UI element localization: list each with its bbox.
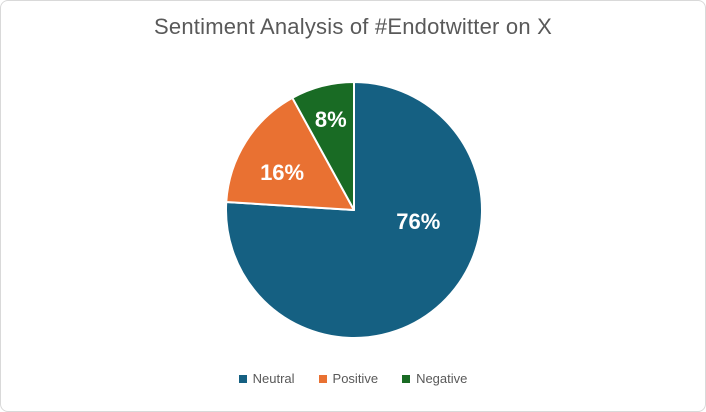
- legend-item-negative[interactable]: Negative: [402, 371, 467, 386]
- legend-label: Neutral: [252, 371, 295, 386]
- legend-swatch-positive: [318, 374, 327, 383]
- legend-item-neutral[interactable]: Neutral: [238, 371, 295, 386]
- pie-chart: 76% 16% 8%: [225, 81, 483, 339]
- data-label-neutral: 76%: [396, 209, 440, 234]
- legend-swatch-negative: [402, 374, 411, 383]
- pie-slice-neutral[interactable]: [225, 81, 483, 339]
- legend-label: Positive: [332, 371, 379, 386]
- legend-item-positive[interactable]: Positive: [318, 371, 379, 386]
- legend-swatch-neutral: [238, 374, 247, 383]
- chart-legend: Neutral Positive Negative: [1, 371, 705, 386]
- data-label-negative: 8%: [315, 107, 347, 132]
- data-label-positive: 16%: [260, 160, 304, 185]
- chart-title: Sentiment Analysis of #Endotwitter on X: [154, 14, 552, 39]
- pie-slice-positive[interactable]: [225, 96, 355, 211]
- legend-label: Negative: [416, 371, 468, 386]
- pie-slice-negative[interactable]: [291, 81, 355, 211]
